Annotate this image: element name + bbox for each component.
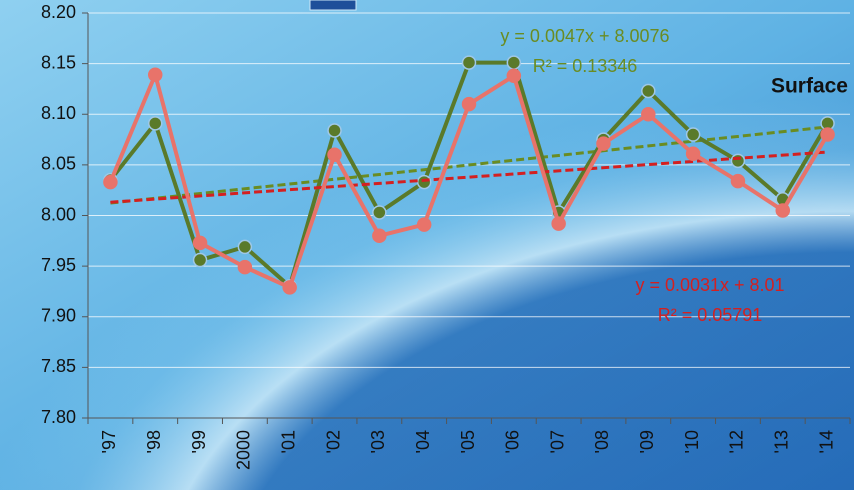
data-point (596, 136, 611, 151)
y-tick-label: 8.10 (41, 103, 76, 123)
trend-equation: y = 0.0047x + 8.0076 (500, 26, 669, 46)
data-point (237, 239, 253, 255)
data-point (372, 228, 387, 243)
data-point (730, 173, 746, 189)
data-point (685, 127, 701, 142)
x-tick-label: '05 (458, 430, 478, 453)
top-box (309, 0, 357, 11)
x-tick-label: '02 (323, 430, 343, 453)
x-tick-label: '08 (592, 430, 612, 453)
data-point (506, 55, 522, 70)
y-tick-label: 7.95 (41, 255, 76, 275)
data-point (685, 146, 701, 161)
data-point (192, 235, 208, 251)
y-tick-label: 7.80 (41, 407, 76, 427)
x-tick-label: '06 (503, 430, 523, 453)
x-tick-label: '12 (727, 430, 747, 453)
x-tick-label: '98 (144, 430, 164, 453)
data-point (192, 252, 208, 268)
data-point (641, 107, 656, 122)
y-tick-label: 8.05 (41, 154, 76, 174)
trend-equation: y = 0.0031x + 8.01 (635, 275, 784, 295)
trend-r2: R² = 0.05791 (658, 305, 763, 325)
x-tick-label: '03 (368, 430, 388, 453)
data-point (237, 259, 253, 275)
trendline (110, 125, 828, 205)
x-tick-label: '14 (816, 430, 836, 453)
x-tick-label: '04 (413, 430, 433, 453)
y-tick-label: 7.90 (41, 306, 76, 326)
x-tick-label: '01 (278, 430, 298, 453)
x-tick-label: '09 (637, 430, 657, 453)
data-point (372, 205, 387, 220)
data-point (551, 216, 566, 231)
data-point (147, 116, 163, 131)
y-tick-label: 8.00 (41, 204, 76, 224)
data-point (282, 280, 297, 295)
y-tick-label: 8.15 (41, 52, 76, 72)
x-tick-label: '13 (772, 430, 792, 453)
data-point (461, 96, 477, 112)
data-point (730, 153, 746, 169)
data-point (506, 68, 522, 84)
data-point (103, 174, 118, 190)
x-tick-label: '99 (189, 430, 209, 453)
data-point (820, 127, 835, 142)
data-point (641, 83, 656, 99)
data-point (147, 67, 163, 83)
data-point (461, 55, 477, 70)
data-point (327, 147, 342, 162)
x-tick-label: '97 (99, 430, 119, 453)
data-point (775, 203, 791, 218)
data-point (416, 174, 432, 190)
x-tick-label: '07 (547, 430, 567, 453)
data-point (327, 123, 342, 138)
annotation: Surface (771, 75, 848, 98)
x-tick-label: '10 (682, 430, 702, 453)
data-point (416, 217, 432, 232)
x-tick-label: 2000 (234, 430, 254, 470)
y-tick-label: 8.20 (41, 2, 76, 22)
y-tick-label: 7.85 (41, 356, 76, 376)
trend-r2: R² = 0.13346 (533, 56, 638, 76)
